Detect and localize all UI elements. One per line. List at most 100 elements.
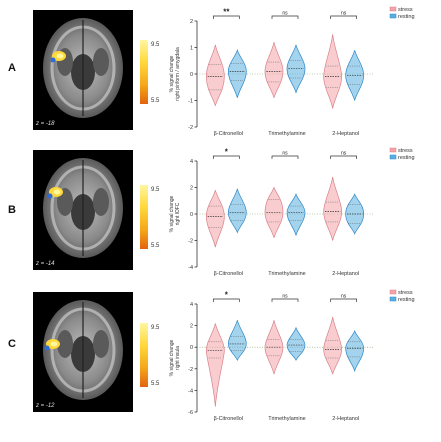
- activation-peak: [50, 341, 58, 347]
- violin-stress: [323, 176, 343, 241]
- legend-swatch-stress: [389, 289, 397, 295]
- significance-bracket: [271, 298, 299, 302]
- panel-letter: B: [8, 204, 16, 216]
- y-axis-label-region: right lOFC: [175, 202, 181, 225]
- x-tick-label: β-Citronellol: [214, 416, 243, 422]
- activation-peak: [56, 53, 64, 59]
- roi-marker: [47, 193, 53, 199]
- colorbar-max-label: 9.5: [151, 325, 160, 331]
- legend-label-resting: resting: [398, 155, 415, 161]
- x-tick-label: Trimethylamine: [268, 271, 305, 277]
- legend-label-stress: stress: [398, 148, 413, 154]
- significance-label: ns: [282, 151, 288, 157]
- y-tick-label: -4: [188, 388, 193, 394]
- panel-b: Bz = -14 9.5 5.5 % signal change right lOFC 4…: [8, 148, 415, 278]
- y-axis-label-region: right insula: [175, 346, 181, 370]
- violin-resting: [227, 320, 247, 362]
- violin-stress: [323, 34, 343, 109]
- significance-label: **: [223, 8, 230, 17]
- y-tick-label: -6: [188, 410, 193, 416]
- violin-resting: [227, 48, 247, 98]
- violin-resting: [227, 188, 247, 234]
- colorbar-max-label: 9.5: [151, 187, 160, 193]
- legend-swatch-resting: [389, 154, 397, 160]
- colorbar-min-label: 5.5: [151, 98, 160, 104]
- colorbar: [140, 185, 148, 249]
- violin-plot: % signal change right piriform / amygdala…: [169, 8, 373, 137]
- colorbar-max-label: 9.5: [151, 42, 160, 48]
- panel-a: Az = -18 9.5 5.5 % signal change right pirif…: [8, 6, 415, 137]
- violin-plot: % signal change right lOFC 4 2 0 -2 -4 β-Citron…: [169, 148, 373, 277]
- legend-swatch-resting: [389, 296, 397, 302]
- y-axis-label: % signal change: [169, 195, 175, 232]
- significance-label: ns: [282, 294, 288, 300]
- brain-lobe-right: [93, 48, 109, 76]
- violin-stress: [323, 316, 343, 375]
- violin-stress: [205, 190, 225, 248]
- panel-c: Cz = -12 9.5 5.5 % signal change right insul…: [8, 289, 415, 422]
- significance-label: ns: [341, 151, 347, 157]
- activation-peak: [53, 189, 61, 195]
- violin-plot: % signal change right insula 4 2 0 -2 -4 -6 β-Ci…: [169, 291, 373, 422]
- violin-resting: [286, 326, 306, 361]
- y-axis-label: % signal change: [169, 339, 175, 376]
- x-tick-label: 2-Heptanol: [332, 271, 359, 277]
- slice-z-label: z = -12: [35, 403, 55, 409]
- legend-label-resting: resting: [398, 14, 415, 20]
- roi-marker: [50, 57, 56, 63]
- y-tick-label: 0: [190, 345, 193, 351]
- significance-label: ns: [282, 11, 288, 17]
- violin-stress: [205, 44, 225, 106]
- colorbar-min-label: 5.5: [151, 381, 160, 387]
- brain-slice-image: z = -18: [33, 10, 133, 130]
- slice-z-label: z = -14: [35, 261, 55, 267]
- y-tick-label: -4: [188, 265, 193, 271]
- brain-lobe-left: [57, 330, 73, 358]
- significance-bracket: [271, 155, 299, 159]
- y-tick-label: 4: [190, 302, 193, 308]
- colorbar-min-label: 5.5: [151, 243, 160, 249]
- x-tick-label: β-Citronellol: [214, 131, 243, 137]
- y-tick-label: -2: [188, 239, 193, 245]
- significance-label: *: [225, 291, 229, 300]
- brain-lobe-right: [93, 330, 109, 358]
- y-tick-label: 4: [190, 159, 193, 165]
- y-tick-label: -1: [188, 99, 193, 105]
- significance-label: ns: [341, 11, 347, 17]
- x-tick-label: β-Citronellol: [214, 271, 243, 277]
- violin-stress: [205, 323, 225, 407]
- significance-bracket: [330, 15, 358, 19]
- y-tick-label: 2: [190, 186, 193, 192]
- panel-letter: A: [8, 62, 16, 74]
- slice-z-label: z = -18: [35, 121, 55, 127]
- colorbar: [140, 323, 148, 387]
- y-axis-label: % signal change: [169, 55, 175, 92]
- significance-bracket: [271, 15, 299, 19]
- significance-bracket: [330, 155, 358, 159]
- legend-swatch-stress: [389, 6, 397, 12]
- y-tick-label: 0: [190, 212, 193, 218]
- brain-slice-image: z = -12: [33, 292, 133, 412]
- y-tick-label: -2: [188, 125, 193, 131]
- roi-marker: [44, 345, 50, 351]
- legend-label-stress: stress: [398, 7, 413, 13]
- x-tick-label: 2-Heptanol: [332, 131, 359, 137]
- y-tick-label: 2: [190, 19, 193, 25]
- significance-bracket: [212, 298, 240, 302]
- violin-resting: [345, 329, 365, 373]
- violin-stress: [264, 42, 284, 98]
- violin-resting: [286, 193, 306, 237]
- y-axis-label-region: right piriform / amygdala: [175, 47, 181, 101]
- y-tick-label: 2: [190, 324, 193, 330]
- x-tick-label: 2-Heptanol: [332, 416, 359, 422]
- legend-label-resting: resting: [398, 297, 415, 303]
- colorbar: [140, 40, 148, 104]
- significance-bracket: [330, 298, 358, 302]
- significance-bracket: [212, 155, 240, 159]
- legend-swatch-resting: [389, 13, 397, 19]
- significance-label: ns: [341, 294, 347, 300]
